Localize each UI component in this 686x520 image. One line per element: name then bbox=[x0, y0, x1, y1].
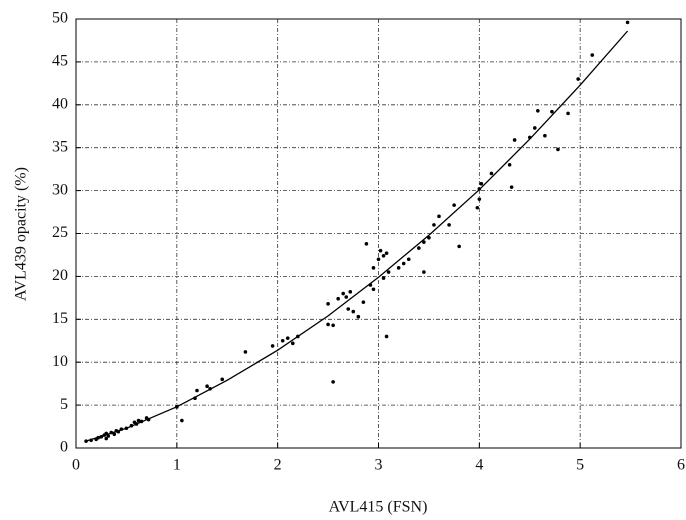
scatter-point bbox=[195, 388, 199, 393]
scatter-point bbox=[422, 270, 426, 274]
scatter-point bbox=[205, 384, 209, 389]
scatter-point bbox=[457, 244, 461, 249]
scatter-point bbox=[180, 418, 184, 423]
scatter-point bbox=[285, 336, 290, 340]
y-tick-label: 5 bbox=[60, 396, 68, 413]
scatter-point bbox=[386, 270, 391, 274]
scatter-point bbox=[532, 126, 537, 130]
scatter-point bbox=[106, 434, 111, 438]
scatter-point bbox=[220, 377, 225, 382]
scatter-point bbox=[371, 266, 376, 270]
scatter-point bbox=[509, 185, 514, 189]
scatter-point bbox=[479, 181, 484, 186]
x-tick-label: 3 bbox=[375, 457, 383, 474]
scatter-point bbox=[590, 53, 595, 57]
scatter-point bbox=[371, 287, 376, 292]
scatter-point bbox=[331, 380, 335, 384]
scatter-point bbox=[378, 248, 383, 253]
x-tick-label: 4 bbox=[475, 457, 483, 474]
y-axis-label: AVL439 opacity (%) bbox=[13, 167, 30, 301]
x-tick-label: 5 bbox=[576, 457, 584, 474]
scatter-point bbox=[280, 338, 285, 343]
y-tick-label: 25 bbox=[52, 224, 68, 241]
scatter-point bbox=[556, 147, 560, 152]
scatter-point bbox=[507, 163, 512, 167]
y-tick-label: 30 bbox=[52, 181, 68, 198]
y-tick-label: 10 bbox=[52, 353, 68, 370]
scatter-point bbox=[422, 240, 426, 244]
scatter-point bbox=[346, 307, 351, 311]
y-tick-label: 40 bbox=[52, 95, 68, 112]
x-axis-label: AVL415 (FSN) bbox=[329, 499, 428, 516]
scatter-point bbox=[243, 350, 248, 354]
scatter-point bbox=[489, 171, 494, 176]
x-tick-label: 0 bbox=[72, 457, 80, 474]
scatter-point bbox=[341, 291, 346, 296]
scatter-point bbox=[381, 276, 386, 280]
scatter-point bbox=[576, 77, 580, 81]
scatter-point bbox=[290, 341, 295, 346]
x-tick-label: 1 bbox=[173, 457, 181, 474]
scatter-point bbox=[437, 214, 441, 219]
y-tick-label: 20 bbox=[52, 267, 68, 284]
scatter-point bbox=[452, 203, 456, 207]
scatter-point bbox=[550, 109, 554, 114]
scatter-point bbox=[477, 197, 482, 201]
scatter-point bbox=[351, 309, 356, 314]
scatter-point bbox=[348, 290, 353, 294]
scatter-point bbox=[536, 109, 540, 113]
y-tick-label: 15 bbox=[52, 310, 68, 327]
scatter-point bbox=[406, 257, 411, 262]
scatter-point bbox=[432, 223, 436, 227]
scatter-point bbox=[361, 300, 366, 304]
scatter-point bbox=[625, 20, 630, 25]
x-tick-label: 6 bbox=[677, 457, 685, 474]
y-tick-label: 35 bbox=[52, 138, 68, 155]
scatter-point bbox=[381, 254, 386, 258]
y-tick-label: 0 bbox=[60, 439, 68, 456]
scatter-point bbox=[136, 418, 141, 423]
scatter-point bbox=[331, 323, 335, 328]
scatter-point bbox=[417, 246, 421, 250]
scatter-point bbox=[447, 223, 451, 227]
scatter-point bbox=[512, 138, 517, 142]
scatter-point bbox=[384, 334, 389, 339]
scatter-point bbox=[566, 111, 570, 116]
scatter-point bbox=[336, 296, 340, 301]
fit-curve bbox=[85, 30, 629, 442]
scatter-point bbox=[396, 266, 401, 270]
x-tick-label: 2 bbox=[274, 457, 282, 474]
plot-frame bbox=[75, 18, 682, 449]
scatter-point bbox=[364, 241, 369, 246]
scatter-point bbox=[356, 314, 361, 319]
scatter-point bbox=[401, 261, 406, 266]
scatter-point bbox=[344, 295, 349, 299]
scatter-point bbox=[270, 344, 275, 348]
y-tick-label: 50 bbox=[52, 10, 68, 27]
scatter-point bbox=[543, 133, 547, 138]
scatter-point bbox=[112, 432, 117, 437]
scatter-point bbox=[427, 235, 431, 240]
scatter-point bbox=[104, 436, 109, 441]
y-tick-label: 45 bbox=[52, 53, 68, 70]
scatter-point bbox=[384, 251, 389, 256]
scatter-point bbox=[376, 257, 381, 262]
scatter-point bbox=[326, 302, 330, 306]
scatter-point bbox=[475, 205, 480, 210]
scatter-point bbox=[326, 322, 330, 327]
